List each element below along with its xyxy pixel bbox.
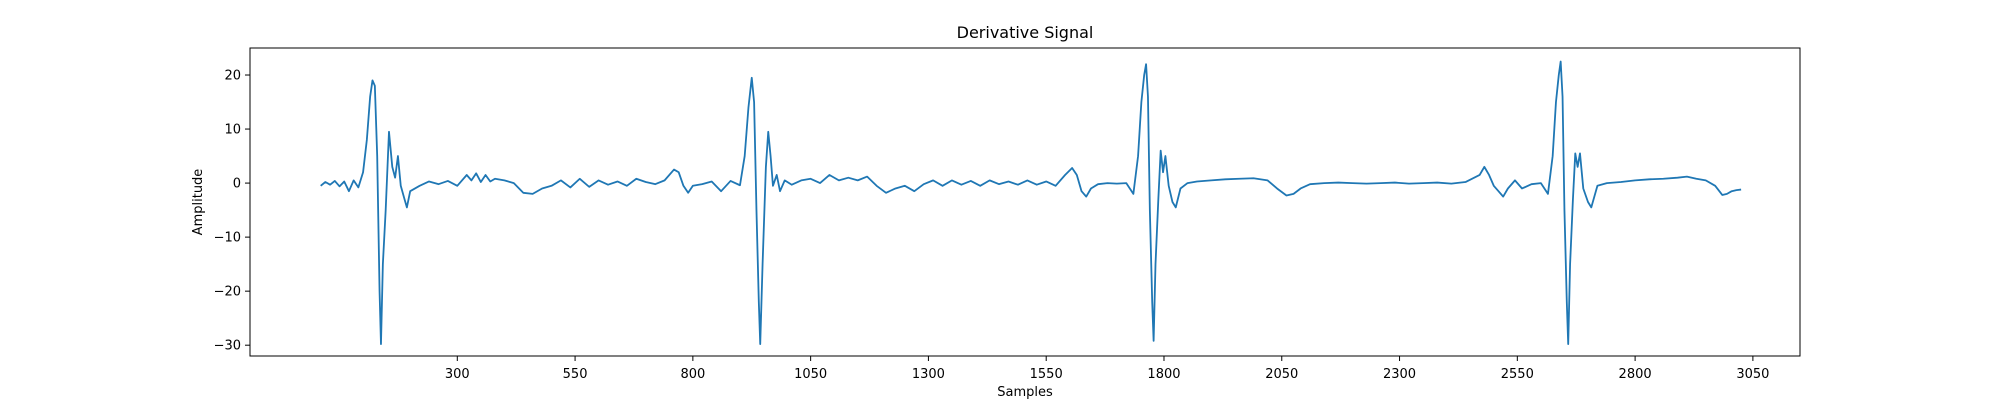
x-tick-label: 1050 bbox=[794, 367, 827, 382]
y-tick-label: −30 bbox=[214, 339, 241, 354]
y-tick-label: −10 bbox=[214, 231, 241, 246]
chart-title: Derivative Signal bbox=[957, 23, 1094, 42]
x-tick-label: 3050 bbox=[1736, 367, 1769, 382]
x-tick-label: 550 bbox=[563, 367, 588, 382]
y-tick-label: 0 bbox=[233, 177, 241, 192]
y-tick-label: 10 bbox=[224, 123, 241, 138]
x-tick-label: 2050 bbox=[1265, 367, 1298, 382]
x-tick-label: 1300 bbox=[912, 367, 945, 382]
x-axis-label: Samples bbox=[997, 385, 1053, 400]
x-tick-label: 1800 bbox=[1147, 367, 1180, 382]
y-tick-label: 20 bbox=[224, 69, 241, 84]
plot-frame bbox=[249, 47, 1801, 357]
x-tick-label: 2800 bbox=[1619, 367, 1652, 382]
y-tick-label: −20 bbox=[214, 285, 241, 300]
x-tick-label: 2300 bbox=[1383, 367, 1416, 382]
x-tick-label: 2550 bbox=[1501, 367, 1534, 382]
y-axis-label: Amplitude bbox=[191, 169, 206, 236]
x-tick-label: 800 bbox=[680, 367, 705, 382]
series-line-0 bbox=[320, 60, 1742, 346]
x-tick-label: 300 bbox=[445, 367, 470, 382]
x-tick-label: 1550 bbox=[1030, 367, 1063, 382]
